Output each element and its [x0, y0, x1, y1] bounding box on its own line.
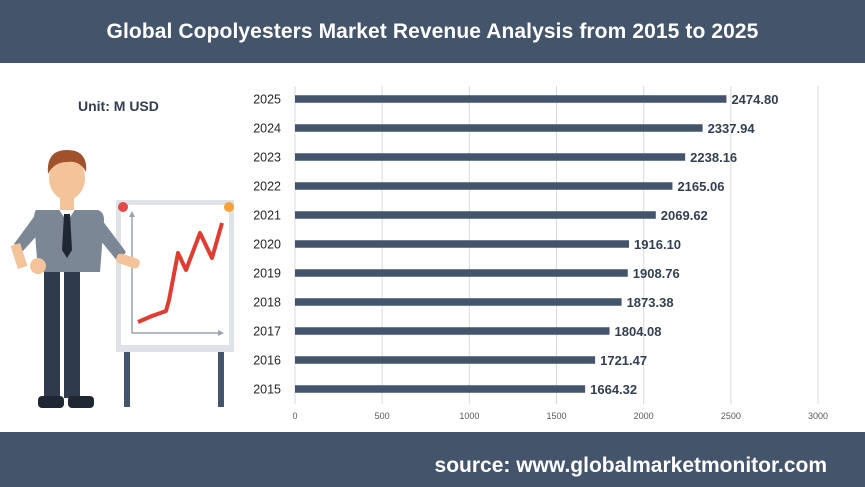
data-label: 1664.32	[590, 382, 637, 397]
y-tick-label: 2025	[253, 93, 281, 107]
x-tick-label: 1000	[459, 411, 479, 421]
data-label: 1916.10	[634, 237, 681, 252]
data-label: 1804.08	[615, 324, 662, 339]
bar	[295, 211, 656, 219]
y-tick-label: 2016	[253, 354, 281, 368]
bar	[295, 298, 622, 306]
data-label: 2069.62	[661, 208, 708, 223]
bar	[295, 385, 586, 393]
footer-banner: source: www.globalmarketmonitor.com	[0, 432, 865, 487]
y-tick-label: 2024	[253, 122, 281, 136]
x-tick-label: 2500	[721, 411, 741, 421]
presenter-with-growth-chart-icon	[10, 150, 234, 408]
y-tick-label: 2019	[253, 267, 281, 281]
bars	[295, 95, 727, 393]
y-tick-label: 2015	[253, 383, 281, 397]
chart-title: Global Copolyesters Market Revenue Analy…	[106, 19, 759, 43]
bar	[295, 240, 630, 248]
data-label: 2238.16	[690, 150, 737, 165]
bar	[295, 153, 686, 161]
data-label: 2337.94	[708, 121, 756, 136]
x-tick-label: 0	[292, 411, 297, 421]
unit-label: Unit: M USD	[78, 98, 159, 114]
data-label: 1873.38	[627, 295, 674, 310]
source-text: source: www.globalmarketmonitor.com	[434, 454, 827, 477]
x-tick-label: 2000	[634, 411, 654, 421]
data-label: 2474.80	[731, 92, 778, 107]
data-label: 1908.76	[633, 266, 680, 281]
bar	[295, 356, 596, 364]
bar	[295, 95, 727, 103]
x-tick-label: 500	[375, 411, 390, 421]
y-tick-label: 2018	[253, 296, 281, 310]
y-tick-label: 2020	[253, 238, 281, 252]
x-tick-label: 1500	[546, 411, 566, 421]
data-label: 1721.47	[600, 353, 647, 368]
y-tick-label: 2017	[253, 325, 281, 339]
bar	[295, 182, 673, 190]
bar	[295, 327, 610, 335]
labels: 0 500 1000 1500 2000 2500 3000 2025 2474.80 2024 2…	[253, 92, 828, 421]
y-tick-label: 2022	[253, 180, 281, 194]
y-tick-label: 2023	[253, 151, 281, 165]
title-banner: Global Copolyesters Market Revenue Analy…	[0, 0, 865, 63]
data-label: 2165.06	[677, 179, 724, 194]
bar	[295, 124, 703, 132]
x-tick-label: 3000	[808, 411, 828, 421]
y-tick-label: 2021	[253, 209, 281, 223]
bar	[295, 269, 628, 277]
